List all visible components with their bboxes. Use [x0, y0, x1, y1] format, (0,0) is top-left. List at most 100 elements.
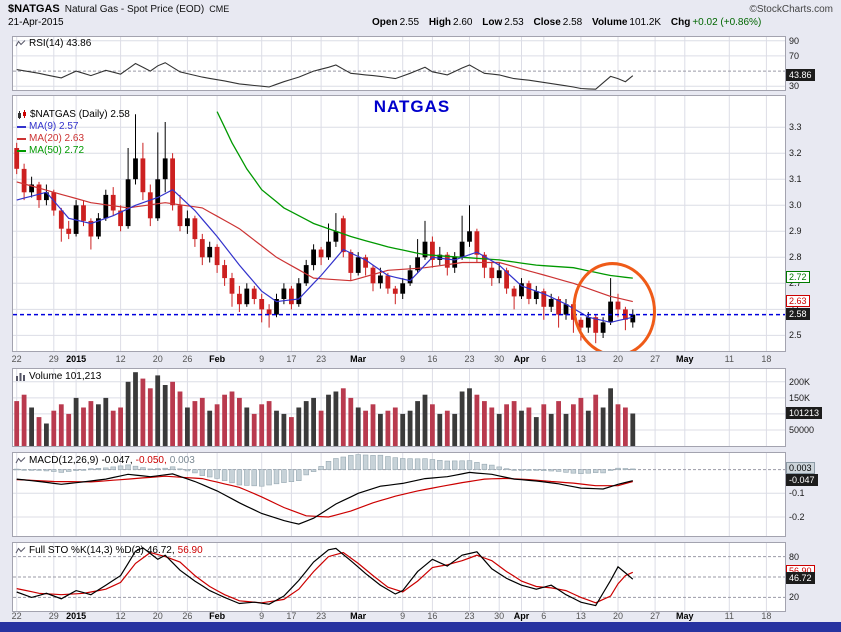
rsi-plot — [13, 37, 785, 90]
value-badge: 2.58 — [786, 307, 810, 320]
ma50-swatch — [17, 150, 26, 152]
tick-label: 22 — [11, 354, 22, 364]
volume-label: Volume — [592, 17, 628, 28]
candlestick-icon — [18, 110, 26, 119]
sto-title: Full STO %K(14,3) %D(3) — [29, 545, 144, 556]
stochastics-label: Full STO %K(14,3) %D(3) 46.72, 56.90 — [15, 545, 203, 556]
open-label: Open — [372, 17, 398, 28]
volume-bars-icon — [16, 373, 25, 381]
stockcharts-link[interactable]: ©StockCharts.com — [749, 4, 833, 15]
tick-label: 6 — [541, 354, 547, 364]
volume-title: Volume 101,213 — [29, 371, 102, 382]
price-plot — [13, 96, 785, 357]
macd-plot — [13, 453, 785, 536]
rsi-label: RSI(14) 43.86 — [15, 38, 91, 49]
axis-label: 2.5 — [789, 330, 802, 341]
price-axis: 3.33.23.13.02.92.82.72.62.52.722.632.58 — [786, 95, 838, 352]
axis-label: 2.7 — [789, 278, 802, 289]
rsi-panel — [12, 36, 786, 91]
axis-label: 80 — [789, 551, 800, 562]
ma9-swatch — [17, 126, 26, 128]
price-panel — [12, 95, 786, 357]
volume-panel — [12, 368, 786, 447]
chart-title: NATGAS — [373, 97, 451, 116]
line-indicator-icon — [15, 547, 26, 554]
open-value: 2.55 — [399, 17, 420, 28]
date-axis-bottom: 22 29 2015 12 20 26 Feb 9 17 23 Mar 9 16 23 30 Apr 6 13 20… — [0, 611, 841, 622]
macd-panel — [12, 452, 786, 537]
tick-label: 23 — [464, 354, 475, 364]
tick-label: 13 — [575, 611, 586, 621]
volume-axis: 200K 150K 50000 101213 — [786, 368, 838, 447]
macd-hist-value: 0.003 — [169, 455, 195, 466]
tick-label: Mar — [350, 354, 367, 364]
axis-label: 90 — [789, 35, 800, 46]
tick-label: 26 — [182, 611, 193, 621]
close-value: 2.58 — [562, 17, 583, 28]
legend-ma50: MA(50) 2.72 — [29, 145, 85, 156]
tick-label: 23 — [316, 611, 327, 621]
tick-label: Apr — [513, 354, 530, 364]
axis-label: 3.3 — [789, 122, 802, 133]
symbol: $NATGAS — [8, 3, 60, 15]
legend-ma20: MA(20) 2.63 — [29, 133, 85, 144]
tick-label: 12 — [115, 611, 126, 621]
rsi-axis: 90 70 30 43.86 — [786, 35, 838, 92]
stochastics-axis: 802056.9046.72 — [786, 542, 838, 612]
close-label: Close — [533, 17, 561, 28]
tick-label: 23 — [464, 611, 475, 621]
axis-label: -0.2 — [789, 512, 805, 523]
tick-label: Feb — [209, 354, 226, 364]
sto-k-value: 46.72, — [146, 545, 175, 556]
rsi-title: RSI(14) 43.86 — [29, 38, 92, 49]
axis-label: 30 — [789, 81, 800, 92]
macd-line-value: -0.047, — [101, 455, 133, 466]
tick-label: 20 — [152, 611, 163, 621]
axis-label: 50000 — [789, 424, 815, 435]
tick-label: 9 — [259, 611, 265, 621]
axis-label: 20 — [789, 592, 800, 603]
volume-plot — [13, 369, 785, 447]
tick-label: May — [676, 611, 694, 621]
tick-label: Apr — [513, 611, 530, 621]
tick-label: 30 — [494, 354, 505, 364]
low-value: 2.53 — [504, 17, 524, 28]
tick-label: 9 — [400, 354, 406, 364]
tick-label: 27 — [650, 354, 661, 364]
tick-label: 17 — [286, 611, 297, 621]
tick-label: 13 — [575, 354, 586, 364]
macd-signal-value: -0.050, — [135, 455, 167, 466]
axis-label: 3.0 — [789, 200, 802, 211]
axis-label: -0.1 — [789, 488, 805, 499]
tick-label: 11 — [724, 611, 734, 621]
high-label: High — [428, 17, 452, 28]
tick-label: 9 — [400, 611, 406, 621]
line-indicator-icon — [15, 40, 26, 47]
legend-ma9: MA(9) 2.57 — [29, 121, 79, 132]
axis-label: 150K — [789, 392, 811, 403]
tick-label: 26 — [182, 354, 193, 364]
chg-label: Chg — [670, 17, 691, 28]
legend-ma9-row: MA(9) 2.57 — [17, 121, 130, 133]
low-label: Low — [482, 17, 503, 28]
tick-label: 29 — [48, 354, 59, 364]
line-indicator-icon — [15, 457, 26, 464]
chart-header: $NATGAS Natural Gas - Spot Price (EOD) C… — [8, 3, 833, 15]
tick-label: 29 — [48, 611, 59, 621]
axis-label: 3.2 — [789, 148, 802, 159]
tick-label: 6 — [541, 611, 547, 621]
tick-label: 22 — [11, 611, 22, 621]
sto-d-value: 56.90 — [177, 545, 203, 556]
legend-symbol-row: $NATGAS (Daily) 2.58 — [17, 109, 130, 121]
tick-label: 30 — [494, 611, 505, 621]
tick-label: Feb — [209, 611, 226, 621]
axis-label: 200K — [789, 376, 811, 387]
legend-ma20-row: MA(20) 2.63 — [17, 133, 130, 145]
macd-axis: -0.1 -0.2 0.003 -0.047 — [786, 452, 838, 537]
tick-label: 12 — [115, 354, 126, 364]
tick-label: 2015 — [66, 354, 87, 364]
tick-label: 2015 — [66, 611, 87, 621]
chg-value: +0.02 (+0.86%) — [692, 17, 762, 28]
tick-label: 16 — [427, 611, 438, 621]
